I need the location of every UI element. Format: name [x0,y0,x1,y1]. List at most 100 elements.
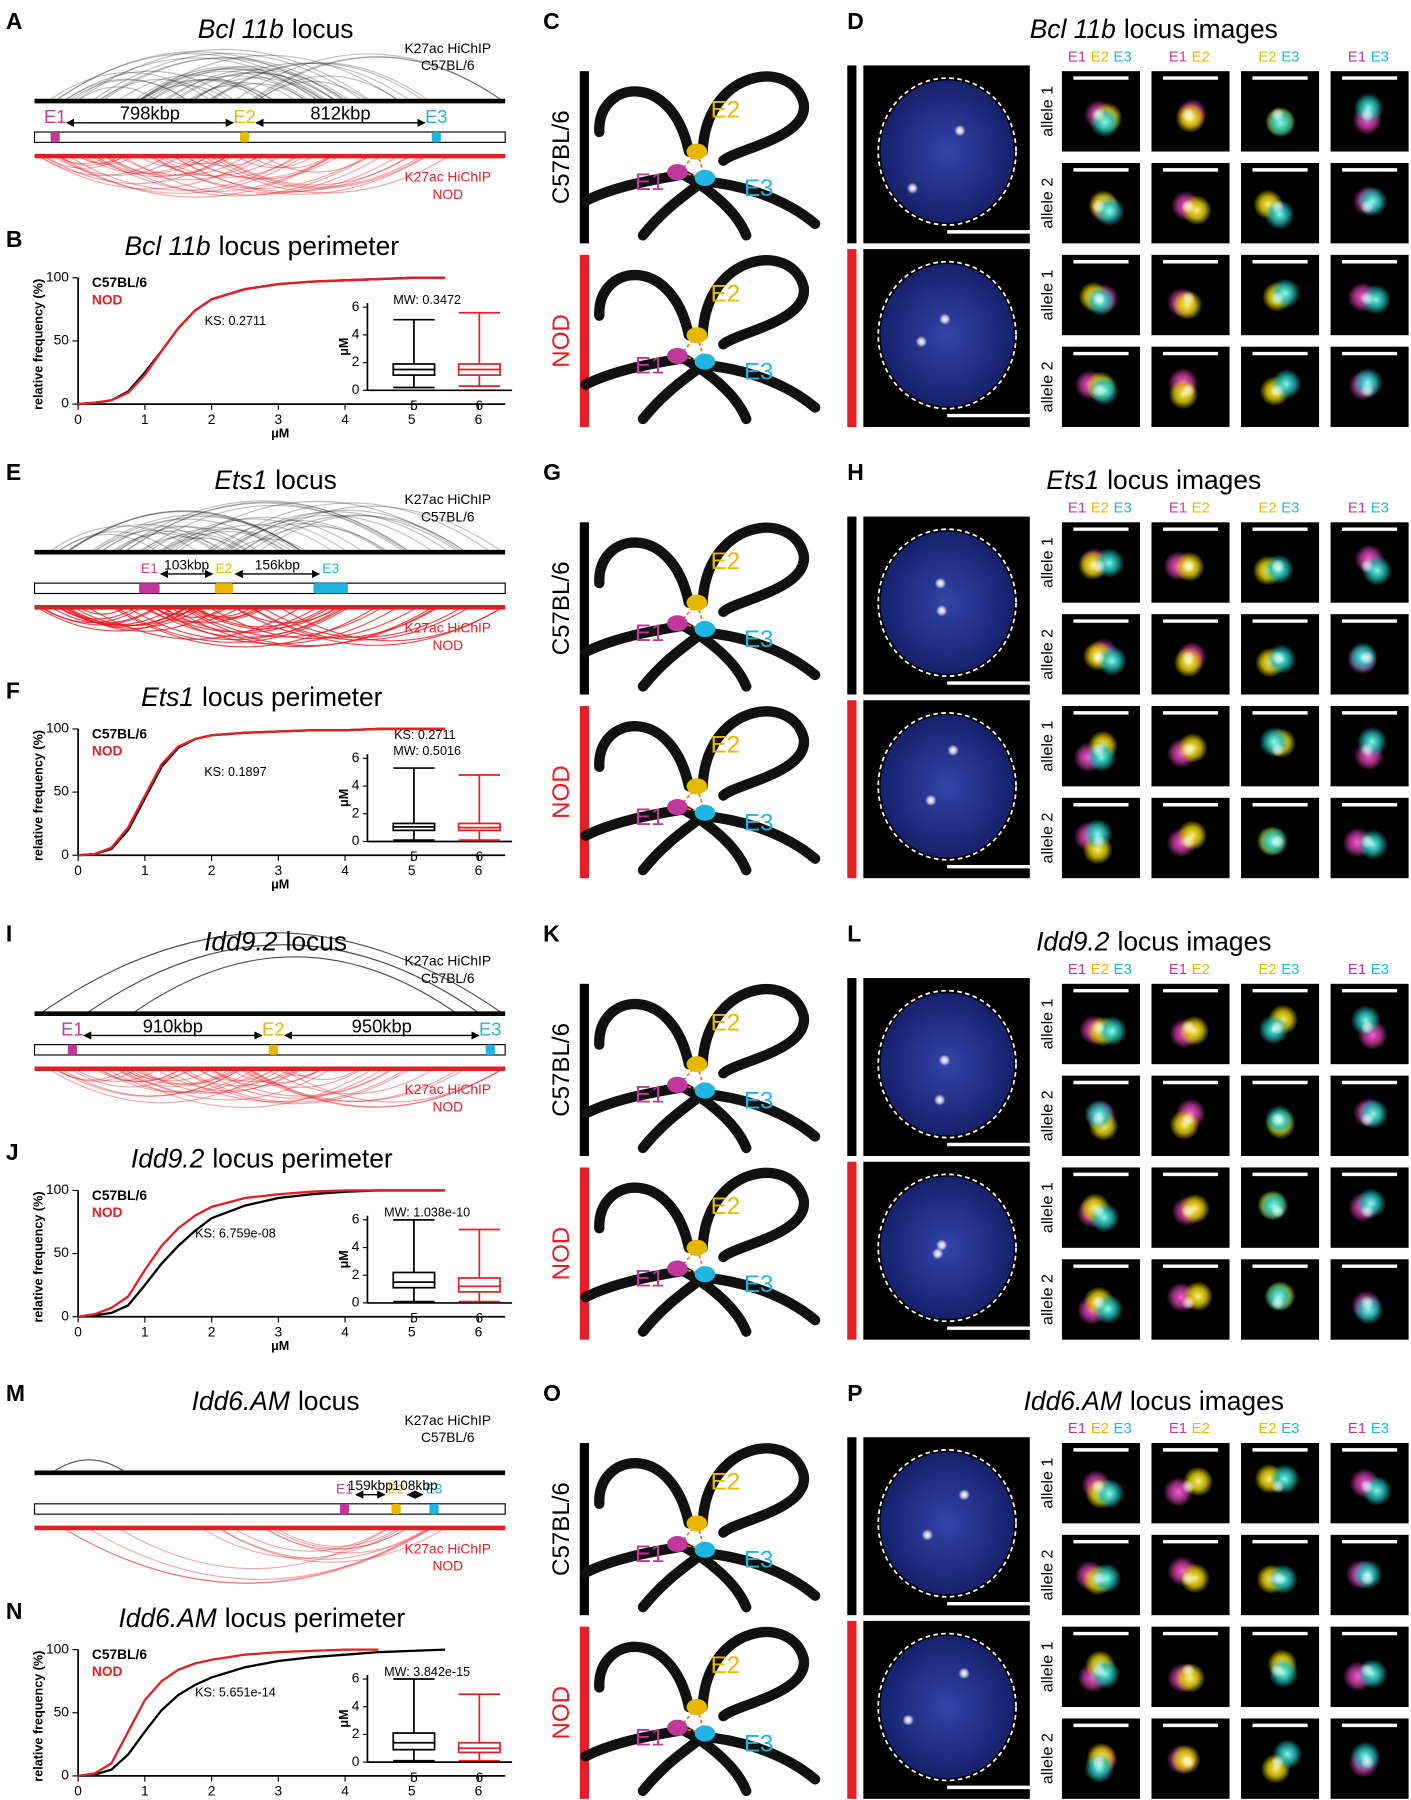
hichip-arc [54,53,326,102]
hichip-arc [200,1527,403,1559]
column-header: E2 E3 [1258,1420,1299,1437]
hichip-arc [233,606,440,639]
hichip-label: K27ac HiChIP [405,1082,491,1097]
overlap-spot [1270,1479,1285,1494]
strain-label: C57BL/6 [421,1430,475,1445]
hichip-arc [119,1068,283,1094]
hichip-arc [121,155,382,196]
overlap-spot [1360,559,1375,573]
hichip-arc [153,606,259,624]
overlap-spot [1270,559,1285,573]
chromatin-loop [697,1167,809,1263]
title-suffix: locus images [1107,465,1261,495]
strain-bar [579,1442,589,1616]
x-tick-label: 6 [475,1784,483,1799]
track-title: Idd6.AM locus [192,1386,360,1416]
enhancer-tag: E3 [1114,1420,1132,1437]
hichip-arc [75,48,372,102]
enhancer-blob [694,621,716,638]
overlap-spot [1181,559,1196,573]
overlap-spot [1181,1479,1196,1494]
overlap-spot [1181,199,1196,214]
enhancer-tag: E1 [1348,1420,1366,1437]
hichip-arc [223,514,435,553]
x-tick-label: 6 [476,398,484,413]
enhancer-tag: E1 [1348,48,1366,65]
strain-bar [579,1626,589,1799]
hichip-arc [99,1068,257,1093]
hichip-arc [187,85,275,102]
track-title: Ets1 locus [214,465,336,495]
distance-label: 812kbp [310,103,370,124]
overlap-spot [1270,1020,1285,1035]
hichip-arc [228,1068,323,1084]
y-tick-label: 50 [54,1245,70,1260]
hichip-label: K27ac HiChIP [405,170,491,185]
overlap-spot [1091,650,1106,665]
title-suffix: locus [292,14,354,44]
y-tick-label: 0 [61,1308,69,1323]
enhancer-blob [686,327,708,344]
strain-label: C57BL/6 [548,562,575,656]
enhancer-mark [391,1503,401,1515]
y-tick-label: 50 [54,784,70,799]
enhancer-tag: E2 [1192,499,1210,516]
hichip-arc [240,525,390,553]
column-header: E1 E2 [1169,499,1210,516]
enhancer-tag: E3 [1281,961,1299,978]
y-tick-label: 0 [61,396,69,411]
title-suffix: locus [285,927,347,957]
hichip-arc [183,1068,408,1103]
hichip-arc [89,514,303,553]
title-suffix: locus [275,465,337,495]
enhancer-blob [694,1725,716,1742]
locus-spot [954,124,966,137]
overlap-spot [1091,383,1106,398]
contact-triangle [678,1062,707,1092]
hichip-arc [208,606,418,640]
locus-name: Idd6.AM [118,1603,216,1633]
hichip-arc [137,68,321,102]
hichip-arc [98,57,345,102]
allele-label: allele 2 [1038,1549,1056,1600]
column-header: E1 E3 [1348,961,1389,978]
hichip-arc [209,155,426,189]
hichip-arc [122,1068,193,1080]
annotation: KS: 0.2711 [394,728,455,742]
x-tick-label: 4 [341,1784,349,1799]
enhancer-label: E1 [44,106,66,127]
x-tick-label: 1 [141,412,149,427]
distance-label: 108kbp [392,1478,438,1493]
overlap-spot [1360,199,1375,214]
strain-bar [847,65,857,244]
overlap-spot [1091,1571,1106,1586]
hichip-arc [65,510,303,553]
hichip-arc [47,1068,275,1104]
x-tick-label: 6 [476,1770,484,1785]
enhancer-blob [686,778,708,795]
y-tick-label: 50 [54,1704,70,1719]
overlap-spot [1091,107,1106,122]
panel-letter: A [6,8,23,34]
hichip-arc [162,75,308,102]
enhancer-mark [138,583,160,594]
panel-letter: C [543,8,560,34]
enhancer-mark [429,1503,439,1515]
hichip-arc [152,606,399,645]
y-axis-label: relative frequency (%) [31,279,45,410]
panel-letter: H [847,459,864,485]
hichip-arc [93,529,219,553]
annotation: KS: 5.651e-14 [195,1686,276,1700]
enhancer-blob [694,1082,716,1099]
y-axis-label: relative frequency (%) [31,1191,45,1322]
hichip-arc [226,509,467,553]
hichip-arc [64,606,187,627]
overlap-spot [1270,107,1285,122]
hichip-arc [270,1527,409,1549]
enhancer-tag: E2 [1258,499,1276,516]
hichip-arc [138,155,210,168]
hichip-arc [190,77,325,102]
title-suffix: locus images [1130,1386,1284,1416]
x-tick-label: 4 [341,863,349,878]
enhancer-blob [667,347,688,364]
